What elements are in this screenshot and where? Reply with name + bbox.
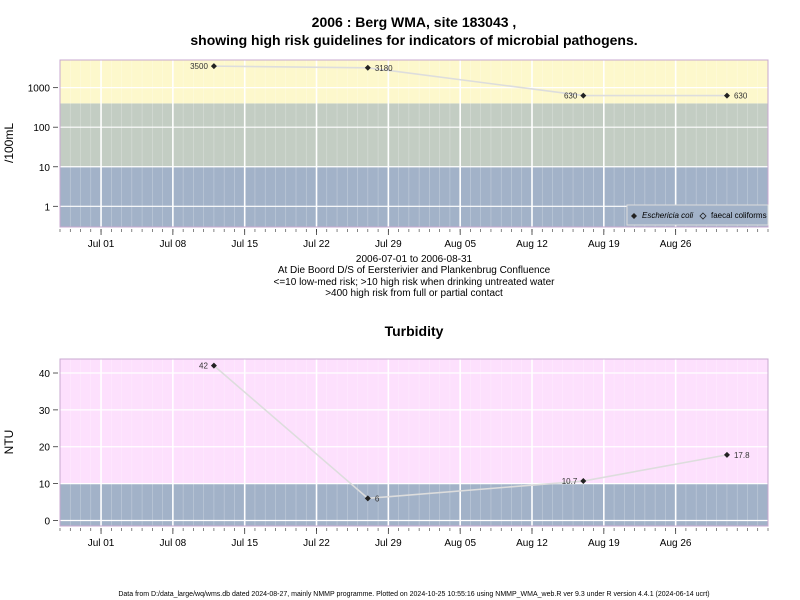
x-tick-label: Aug 19 [588,239,620,250]
y-tick-label: 40 [39,369,51,380]
data-point [723,92,730,99]
x-tick-label: Aug 19 [588,538,620,549]
data-point [580,478,587,485]
chart1-subtitle-site: At Die Boord D/S of Eersterivier and Pla… [278,265,551,276]
y-tick-label: 10 [39,163,51,174]
chart1-subtitle-high-risk: >400 high risk from full or partial cont… [325,288,503,299]
y-tick-label: 0 [44,516,50,527]
chart2-plot-area: Jul 01 Jul 08 Jul 15 Jul 22 Jul 29 Aug 05 Aug … [39,358,769,549]
y-tick-label: 1 [44,202,50,213]
y-tick-label: 1000 [28,84,51,95]
x-tick-label: Aug 05 [444,538,476,549]
data-label: 3180 [375,64,393,73]
x-tick-label: Jul 15 [231,538,258,549]
data-label: 10.7 [562,477,578,486]
data-label: 17.8 [734,451,750,460]
data-point [364,64,371,71]
plot-frame [59,358,769,527]
legend-box [626,204,769,226]
legend-entry-faecal-coliforms: faecal coliforms [711,211,767,220]
chart2-y-axis-label: NTU [2,430,16,455]
data-point [723,451,730,458]
x-tick-label: Aug 26 [660,239,692,250]
legend-filled-diamond-icon [631,213,637,219]
chart1-subtitle-low-risk: <=10 low-med risk; >10 high risk when dr… [274,277,556,288]
legend-open-diamond-icon [699,212,707,220]
x-tick-label: Aug 05 [444,239,476,250]
risk-band-2 [60,60,768,104]
x-tick-label: Jul 08 [160,538,187,549]
x-tick-label: Jul 08 [160,239,187,250]
data-label: 42 [199,362,208,371]
x-tick-label: Jul 29 [375,239,402,250]
x-tick-label: Jul 22 [303,538,330,549]
series-line [213,365,728,500]
x-tick-label: Jul 01 [88,538,115,549]
chart1-legend: Eschericia coli faecal coliforms [626,204,769,226]
x-tick-label: Jul 22 [303,239,330,250]
risk-band-1 [60,359,768,484]
chart1-y-axis-label: /100mL [2,123,16,163]
x-tick-label: Jul 15 [231,239,258,250]
x-tick-label: Jul 01 [88,239,115,250]
x-tick-label: Aug 12 [516,538,548,549]
y-tick-label: 10 [39,480,51,491]
chart1-title-line2: showing high risk guidelines for indicat… [190,32,637,48]
y-tick-label: 30 [39,406,51,417]
data-label: 630 [564,92,578,101]
data-point [364,495,371,502]
y-tick-label: 100 [33,123,50,134]
chart1-title-line1: 2006 : Berg WMA, site 183043 , [312,14,517,30]
risk-band-0 [60,483,768,526]
legend-entry-ecoli: Eschericia coli [642,211,693,220]
data-point [210,63,217,70]
footer-note: Data from D:/data_large/wq/wms.db dated … [118,591,709,598]
risk-band-1 [60,103,768,167]
y-tick-label: 20 [39,443,51,454]
data-point [580,92,587,99]
series-line [213,65,727,97]
data-point [210,362,217,369]
x-tick-label: Aug 12 [516,239,548,250]
x-tick-label: Aug 26 [660,538,692,549]
data-label: 630 [734,92,748,101]
plot-frame [59,59,769,228]
x-tick-label: Jul 29 [375,538,402,549]
chart2-title: Turbidity [385,323,444,339]
data-label: 6 [375,494,380,503]
data-label: 3500 [190,62,208,71]
chart1-subtitle-date-range: 2006-07-01 to 2006-08-31 [356,254,473,265]
